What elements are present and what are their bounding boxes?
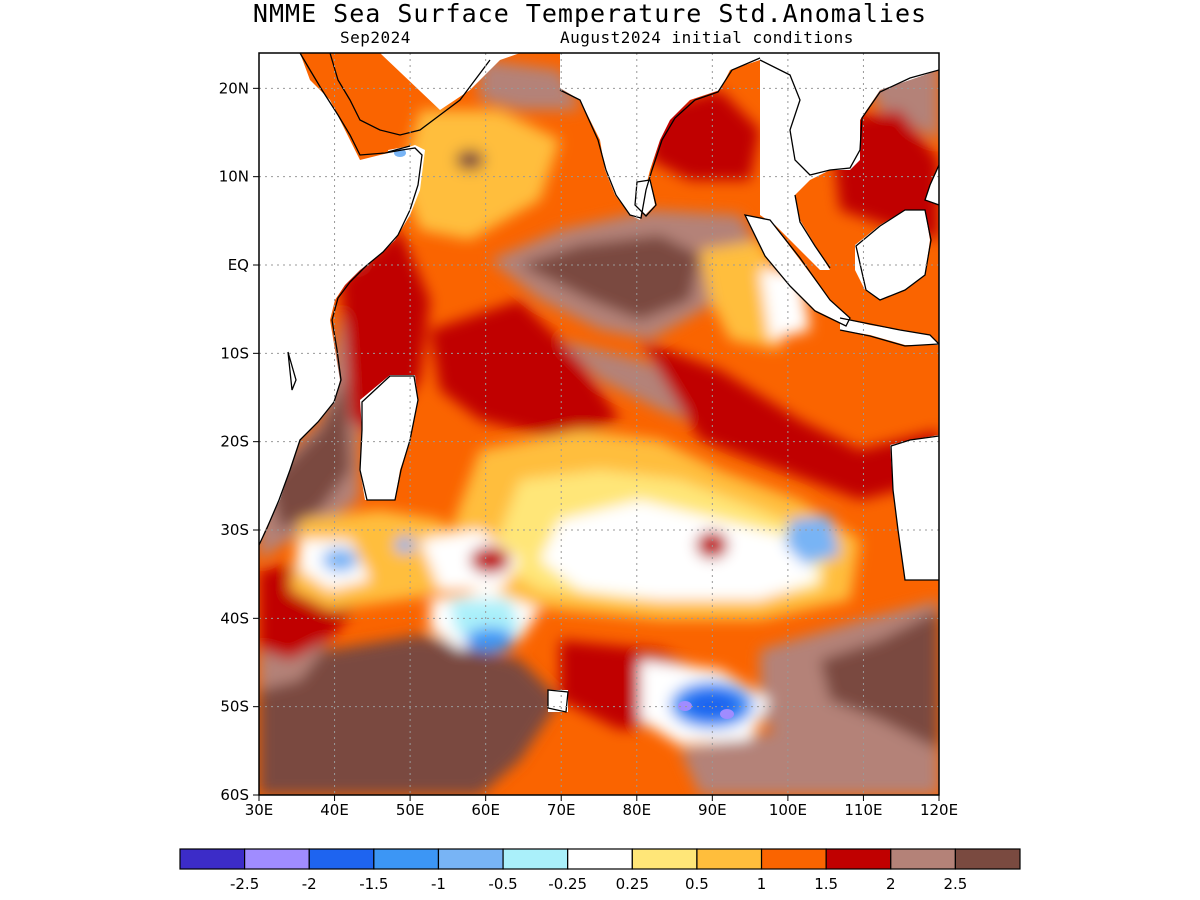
colorbar-label: 1 — [757, 875, 767, 893]
lat-label: 30S — [220, 521, 249, 539]
colorbar-label: -0.25 — [548, 875, 587, 893]
lat-label: 20N — [219, 79, 249, 97]
lat-label: 20S — [220, 433, 249, 451]
colorbar-label: 2.5 — [943, 875, 967, 893]
colorbar-label: 2 — [886, 875, 896, 893]
forecast-month: Sep2024 — [340, 28, 411, 47]
lat-label: 40S — [220, 609, 249, 627]
colorbar-swatch — [760, 848, 827, 870]
colorbar-label: 0.25 — [616, 875, 649, 893]
colorbar-swatch — [437, 848, 504, 870]
colorbar-swatch — [954, 848, 1021, 870]
lon-label: 110E — [844, 801, 882, 819]
lon-label: 40E — [320, 801, 349, 819]
indochina-land — [760, 53, 939, 270]
colorbar-swatch — [567, 848, 633, 870]
sumatra-land — [745, 215, 850, 325]
colorbar-label: 1.5 — [814, 875, 838, 893]
lat-label: 50S — [220, 698, 249, 716]
colorbar-swatch — [308, 848, 375, 870]
colorbar-label: -0.5 — [488, 875, 517, 893]
colorbar-swatch — [244, 848, 310, 870]
lat-label: EQ — [228, 256, 249, 274]
colorbar-swatch — [373, 848, 440, 870]
lon-label: 120E — [920, 801, 958, 819]
lon-label: 60E — [471, 801, 500, 819]
coastlines — [259, 53, 939, 713]
initial-conditions: August2024 initial conditions — [560, 28, 854, 47]
india-land — [560, 53, 790, 220]
colorbar-label: -1.5 — [359, 875, 388, 893]
lat-lon-grid — [259, 53, 939, 795]
colorbar-swatch — [825, 848, 892, 870]
lon-label: 100E — [769, 801, 807, 819]
lat-label: 10S — [220, 344, 249, 362]
lat-label: 60S — [220, 786, 249, 804]
colorbar-swatch — [696, 848, 763, 870]
colorbar-swatch — [502, 848, 569, 870]
colorbar-swatch — [179, 848, 246, 870]
australia-land — [890, 435, 939, 580]
latitude-labels: 20N 10N EQ 10S 20S 30S 40S 50S 60S — [219, 79, 249, 804]
africa-land — [259, 53, 425, 545]
java-land — [840, 318, 939, 345]
arabia-land — [300, 53, 520, 110]
lat-label: 10N — [219, 168, 249, 186]
lon-label: 30E — [245, 801, 274, 819]
colorbar-label: 0.5 — [685, 875, 709, 893]
lon-label: 80E — [622, 801, 651, 819]
colorbar-label: -1 — [431, 875, 446, 893]
lon-label: 70E — [547, 801, 576, 819]
borneo-land — [855, 210, 930, 300]
colorbar-label: -2 — [302, 875, 317, 893]
colorbar-label: -2.5 — [230, 875, 259, 893]
madagascar-land — [360, 375, 418, 500]
lon-label: 90E — [698, 801, 727, 819]
lon-label: 50E — [396, 801, 425, 819]
map-frame — [258, 52, 940, 796]
axis-ticks — [253, 87, 940, 801]
colorbar-swatch — [890, 848, 956, 870]
colorbar-swatch — [631, 848, 698, 870]
longitude-labels: 30E 40E 50E 60E 70E 80E 90E 100E 110E 120E — [245, 801, 958, 819]
map-title: NMME Sea Surface Temperature Std.Anomali… — [252, 0, 928, 28]
